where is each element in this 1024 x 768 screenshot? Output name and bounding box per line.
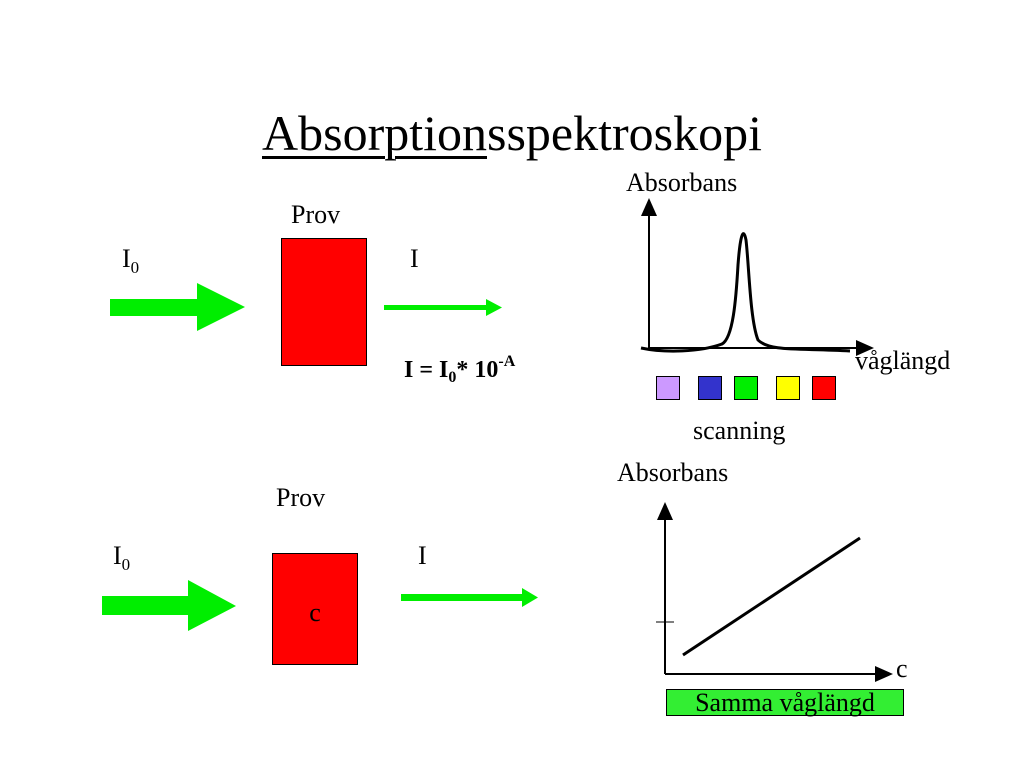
transmitted-intensity-label: I — [410, 244, 419, 273]
incident-light-arrow — [110, 283, 245, 331]
incident-symbol-bottom: I — [113, 541, 122, 570]
incident-intensity-label-bottom: I0 — [113, 541, 130, 574]
incident-subscript: 0 — [130, 258, 140, 277]
title-rest: sspektroskopi — [487, 105, 762, 161]
filter-swatch-green — [734, 376, 758, 400]
transmitted-light-arrow-bottom — [401, 588, 538, 607]
incident-symbol: I — [122, 244, 131, 273]
formula-lhs: I = I — [404, 357, 449, 383]
same-wavelength-note: Samma våglängd — [666, 689, 904, 716]
transmitted-light-arrow — [384, 299, 502, 316]
page-title: Absorptionsspektroskopi — [0, 108, 1024, 158]
title-underlined-part: Absorption — [262, 105, 487, 161]
spectrum-y-label: Absorbans — [626, 168, 738, 197]
incident-intensity-label: I0 — [122, 244, 139, 277]
filter-swatch-violet — [656, 376, 680, 400]
formula-exponent: -A — [498, 353, 516, 370]
sample-label: Prov — [291, 200, 341, 229]
linear-x-label: c — [896, 654, 908, 683]
sample-cuvette-concentration: c — [272, 553, 358, 665]
concentration-label: c — [309, 598, 321, 627]
absorbance-concentration-line — [682, 536, 861, 657]
linear-y-label: Absorbans — [617, 458, 729, 487]
scanning-label: scanning — [693, 416, 786, 445]
incident-subscript-bottom: 0 — [121, 555, 131, 574]
filter-swatch-blue — [698, 376, 722, 400]
spectrum-x-label: våglängd — [855, 346, 951, 375]
filter-swatch-red — [812, 376, 836, 400]
filter-swatch-yellow — [776, 376, 800, 400]
formula-mid: * 10 — [456, 357, 499, 383]
incident-light-arrow-bottom — [102, 580, 236, 631]
transmitted-intensity-label-bottom: I — [418, 541, 427, 570]
formula-subscript: 0 — [448, 369, 457, 386]
sample-label-bottom: Prov — [276, 483, 326, 512]
sample-cuvette — [281, 238, 367, 366]
beer-lambert-formula: I = I0* 10-A — [404, 354, 515, 386]
absorbance-spectrum-curve — [640, 232, 851, 353]
